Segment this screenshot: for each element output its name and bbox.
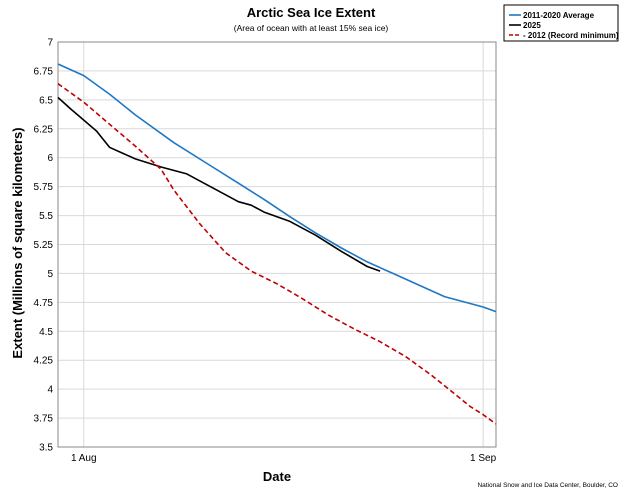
y-tick-label: 5 bbox=[47, 269, 53, 280]
grid-lines bbox=[58, 41, 496, 448]
x-axis-label: Date bbox=[263, 469, 291, 484]
data-series bbox=[57, 63, 497, 425]
series-line-0 bbox=[57, 63, 497, 313]
legend-box bbox=[503, 4, 619, 42]
y-tick-label: 4.25 bbox=[34, 356, 54, 367]
y-tick-label: 3.75 bbox=[34, 414, 54, 425]
chart-title: Arctic Sea Ice Extent bbox=[247, 5, 376, 20]
y-tick-label: 5.75 bbox=[34, 182, 54, 193]
y-tick-label: 5.5 bbox=[39, 211, 53, 222]
y-tick-label: 4.75 bbox=[34, 298, 54, 309]
x-axis-ticks: 1 Aug 1 Sep bbox=[71, 453, 497, 464]
plot-area-border bbox=[57, 41, 497, 448]
y-tick-label: 6.5 bbox=[39, 95, 53, 106]
y-tick-label: 4 bbox=[47, 385, 53, 396]
y-tick-label: 7 bbox=[47, 38, 53, 49]
source-credit: National Snow and Ice Data Center, Bould… bbox=[477, 482, 618, 489]
y-tick-label: 4.5 bbox=[39, 327, 53, 338]
legend: 2011-2020 Average 2025 - 2012 (Record mi… bbox=[503, 4, 619, 42]
legend-label-2025: 2025 bbox=[523, 21, 541, 30]
y-tick-label: 5.25 bbox=[34, 240, 54, 251]
series-line-1 bbox=[57, 96, 381, 272]
chart-subtitle: (Area of ocean with at least 15% sea ice… bbox=[234, 23, 389, 33]
y-tick-label: 6.75 bbox=[34, 66, 54, 77]
y-tick-label: 3.5 bbox=[39, 443, 53, 454]
y-tick-label: 6 bbox=[47, 153, 53, 164]
x-tick-label: 1 Sep bbox=[470, 453, 497, 464]
x-tick-label: 1 Aug bbox=[71, 453, 97, 464]
legend-label-2012: - 2012 (Record minimum) bbox=[523, 31, 619, 40]
y-axis-ticks: 3.5 3.75 4 4.25 4.5 4.75 5 5.25 5.5 5.75 6 6.25 6.5 6… bbox=[34, 38, 54, 454]
series-line-2 bbox=[57, 83, 497, 425]
legend-label-average: 2011-2020 Average bbox=[523, 11, 595, 20]
y-axis-label: Extent (Millions of square kilometers) bbox=[10, 127, 25, 358]
y-tick-label: 6.25 bbox=[34, 124, 54, 135]
